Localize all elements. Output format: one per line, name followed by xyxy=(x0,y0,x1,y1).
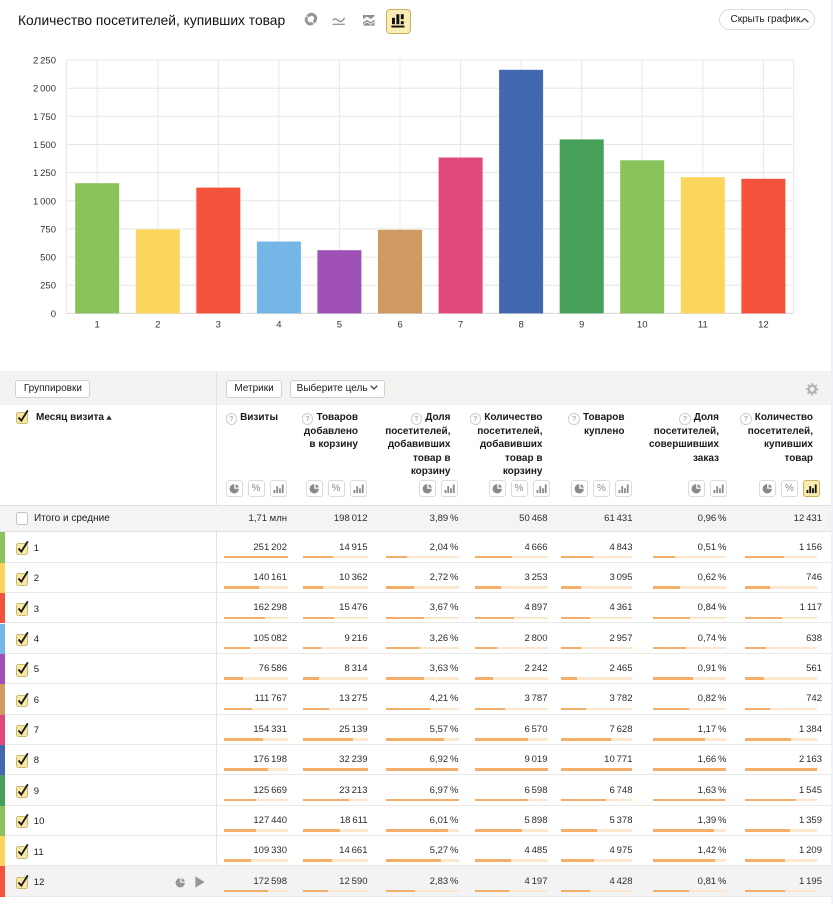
svg-text:5: 5 xyxy=(337,319,342,330)
svg-text:7: 7 xyxy=(458,319,463,330)
svg-text:1 500: 1 500 xyxy=(33,140,56,151)
svg-text:1 750: 1 750 xyxy=(33,112,56,123)
svg-text:12: 12 xyxy=(758,319,769,330)
svg-text:2 000: 2 000 xyxy=(33,84,56,95)
svg-text:4: 4 xyxy=(276,319,281,330)
svg-text:9: 9 xyxy=(579,319,584,330)
svg-text:1 000: 1 000 xyxy=(33,196,56,207)
svg-text:750: 750 xyxy=(40,224,56,235)
svg-text:10: 10 xyxy=(637,319,648,330)
svg-text:11: 11 xyxy=(698,319,708,330)
svg-text:8: 8 xyxy=(518,319,523,330)
svg-text:0: 0 xyxy=(51,309,56,320)
svg-text:2 250: 2 250 xyxy=(33,56,56,67)
svg-text:500: 500 xyxy=(40,253,56,264)
svg-text:250: 250 xyxy=(40,281,56,292)
svg-text:2: 2 xyxy=(155,319,160,330)
svg-text:3: 3 xyxy=(216,319,221,330)
svg-text:1: 1 xyxy=(95,319,100,330)
svg-text:1 250: 1 250 xyxy=(33,168,56,179)
svg-text:6: 6 xyxy=(397,319,402,330)
